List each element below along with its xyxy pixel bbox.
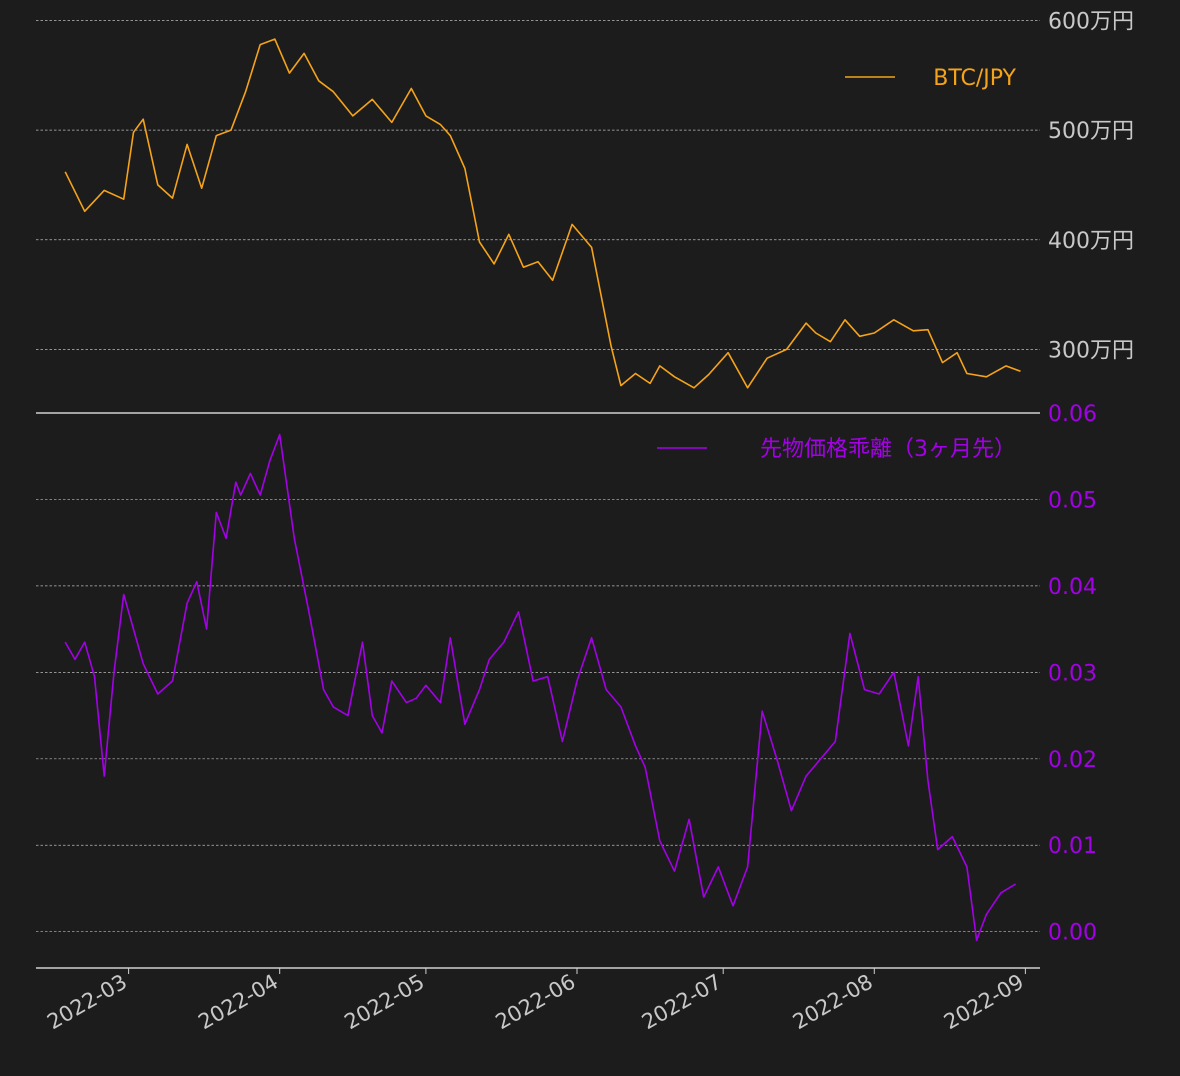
grid-layer [36,20,1040,933]
series-layer [64,38,1021,942]
y-tick-label: 500万円 [1048,119,1134,144]
x-tick-label: 2022-08 [789,970,877,1035]
y-tick-label: 300万円 [1048,338,1134,363]
ytick-layer: 300万円 400万円 500万円 600万円 0.00 0.01 0.02 0.03 0.04… [1048,9,1134,945]
x-tick-label: 2022-09 [940,970,1028,1035]
y-tick-label: 0.03 [1048,661,1097,686]
legend-label: 先物価格乖離（3ヶ月先） [760,437,1016,462]
x-tick-label: 2022-03 [43,970,131,1035]
x-tick-label: 2022-07 [638,970,726,1035]
y-tick-label: 0.02 [1048,748,1097,773]
y-tick-label: 0.04 [1048,575,1097,600]
y-tick-label: 0.06 [1048,402,1097,427]
xtick-layer: 2022-03 2022-04 2022-05 2022-06 2022-07 2022-… [43,968,1028,1034]
series-line [64,433,1017,942]
x-tick-label: 2022-05 [340,970,428,1035]
x-tick-label: 2022-06 [491,970,579,1035]
legend-layer: BTC/JPY 先物価格乖離（3ヶ月先） [657,66,1017,462]
y-tick-label: 0.05 [1048,488,1097,513]
spine-layer [36,412,1040,969]
y-tick-label: 400万円 [1048,229,1134,254]
x-tick-label: 2022-04 [194,970,282,1035]
legend-label: BTC/JPY [933,66,1016,91]
series-line [64,38,1021,389]
y-tick-label: 0.01 [1048,834,1097,859]
y-tick-label: 0.00 [1048,921,1097,946]
y-tick-label: 600万円 [1048,9,1134,34]
